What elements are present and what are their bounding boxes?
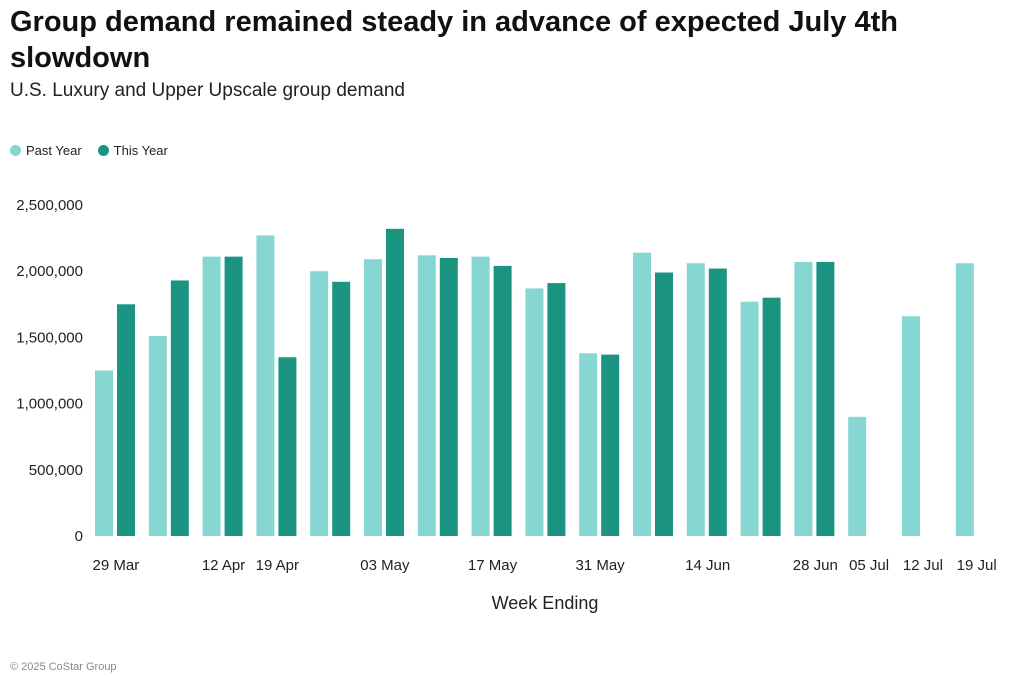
y-tick-label: 1,500,000 [16, 329, 83, 346]
x-tick-label: 29 Mar [93, 557, 140, 574]
copyright-footer: © 2025 CoStar Group [10, 661, 117, 673]
chart-subtitle: U.S. Luxury and Upper Upscale group dema… [10, 80, 406, 101]
bar-this-year [601, 354, 620, 536]
bar-this-year [547, 283, 566, 536]
bar-this-year [708, 268, 727, 536]
legend-item-past-year: Past Year [10, 143, 82, 158]
bar-this-year [170, 280, 189, 536]
legend-swatch-past-year [10, 145, 21, 156]
legend-swatch-this-year [97, 145, 109, 156]
x-tick-label: 19 Apr [256, 557, 299, 574]
x-tick-label: 28 Jun [793, 557, 838, 574]
bar-past-year [740, 301, 759, 536]
bar-this-year [762, 297, 781, 536]
bar-past-year [471, 256, 490, 536]
x-tick-label: 12 Jul [903, 557, 943, 574]
bar-this-year [816, 261, 835, 536]
bar-past-year [902, 316, 920, 536]
bar-past-year [633, 252, 651, 536]
chart-legend: Past Year This Year [10, 143, 184, 158]
bar-past-year [579, 353, 598, 536]
bar-this-year [278, 357, 297, 536]
y-tick-label: 500,000 [29, 462, 83, 479]
bar-past-year [95, 370, 113, 536]
bar-this-year [332, 281, 351, 536]
x-axis-title: Week Ending [492, 593, 599, 613]
y-tick-label: 2,500,000 [16, 197, 83, 214]
legend-item-this-year: This Year [97, 143, 168, 158]
x-tick-label: 17 May [468, 557, 518, 574]
bar-past-year [794, 261, 813, 536]
bar-past-year [417, 255, 436, 536]
y-tick-label: 1,000,000 [16, 396, 83, 413]
bar-past-year [525, 288, 544, 536]
bar-past-year [955, 263, 974, 536]
y-tick-label: 0 [75, 528, 83, 545]
legend-label-past-year: Past Year [26, 143, 82, 158]
x-tick-label: 14 Jun [685, 557, 730, 574]
bar-this-year [655, 272, 673, 536]
x-tick-label: 05 Jul [849, 557, 889, 574]
bar-this-year [224, 256, 243, 536]
x-tick-label: 03 May [360, 557, 410, 574]
bar-this-year [117, 304, 135, 536]
x-tick-label: 31 May [575, 557, 625, 574]
bar-past-year [310, 271, 329, 536]
bar-past-year [848, 416, 867, 536]
y-tick-label: 2,000,000 [16, 263, 83, 280]
bar-past-year [686, 263, 705, 536]
x-tick-label: 12 Apr [202, 557, 245, 574]
bar-this-year [439, 257, 458, 536]
bar-this-year [493, 265, 512, 536]
legend-label-this-year: This Year [113, 143, 168, 158]
bar-this-year [386, 228, 404, 536]
chart-title: Group demand remained steady in advance … [10, 6, 898, 74]
bar-past-year [256, 235, 275, 536]
bar-past-year [202, 256, 221, 536]
x-tick-label: 19 Jul [957, 557, 997, 574]
bar-past-year [148, 336, 167, 536]
bar-past-year [364, 259, 382, 536]
